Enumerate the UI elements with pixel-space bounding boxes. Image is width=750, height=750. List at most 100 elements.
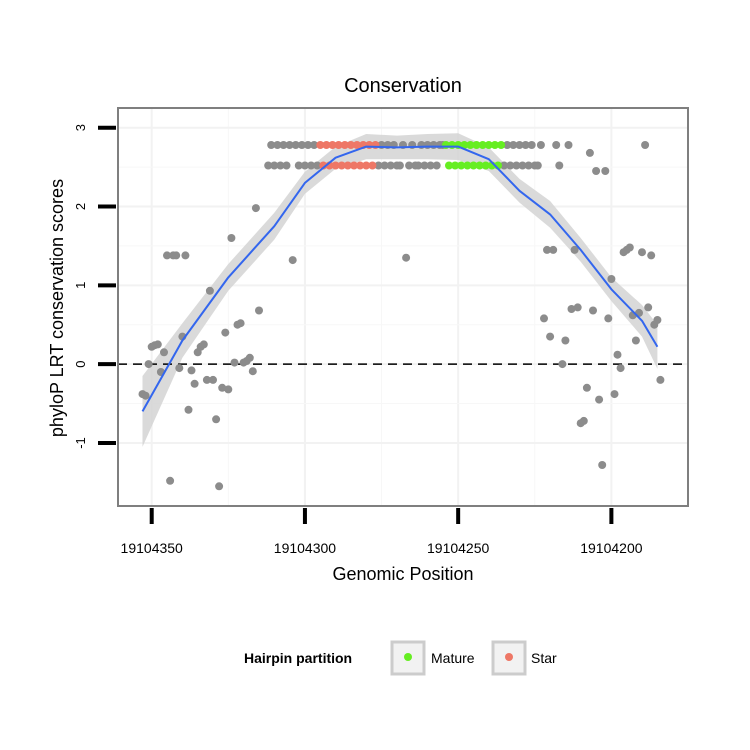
legend: Hairpin partition Mature Star xyxy=(244,640,557,676)
legend-label-star: Star xyxy=(531,650,557,666)
data-point-other xyxy=(282,161,291,170)
data-point-other xyxy=(414,161,423,170)
data-point-other xyxy=(638,248,646,257)
x-tick-label: 19104200 xyxy=(580,540,643,556)
data-point-mature xyxy=(490,141,499,149)
data-point-other xyxy=(582,383,591,392)
data-point-other xyxy=(579,416,588,425)
data-point-other xyxy=(313,161,322,170)
data-point-other xyxy=(163,251,171,260)
data-point-other xyxy=(500,161,509,170)
y-tick-label: -1 xyxy=(73,437,88,449)
data-point-other xyxy=(230,358,239,367)
data-point-other xyxy=(589,306,597,315)
data-point-other xyxy=(245,353,254,362)
data-point-other xyxy=(215,482,224,491)
data-point-other xyxy=(255,306,263,315)
data-point-other xyxy=(218,383,227,392)
data-point-mature xyxy=(451,161,460,170)
data-point-other xyxy=(224,385,233,394)
data-point-other xyxy=(270,161,279,170)
data-point-other xyxy=(570,245,579,254)
data-point-other xyxy=(300,161,309,170)
data-point-other xyxy=(420,161,429,170)
data-point-other xyxy=(294,161,303,170)
data-point-other xyxy=(506,161,515,170)
data-point-other xyxy=(521,141,530,149)
data-point-other xyxy=(518,161,527,170)
data-point-other xyxy=(533,161,542,170)
data-point-other xyxy=(297,141,306,149)
legend-key-star xyxy=(505,653,513,661)
data-point-other xyxy=(153,340,162,349)
data-point-star xyxy=(343,161,352,170)
data-point-other xyxy=(221,328,230,337)
data-point-other xyxy=(552,141,561,149)
data-point-other xyxy=(402,253,411,262)
data-point-other xyxy=(432,161,441,170)
data-point-star xyxy=(340,141,349,149)
data-point-other xyxy=(595,395,604,404)
data-point-star xyxy=(331,161,340,170)
data-point-other xyxy=(187,366,196,375)
data-point-other xyxy=(555,161,564,170)
y-tick-label: 0 xyxy=(73,360,88,367)
data-point-star xyxy=(328,141,337,149)
data-point-other xyxy=(592,167,601,175)
data-point-other xyxy=(625,243,634,252)
y-tick-label: 2 xyxy=(73,203,88,210)
data-point-other xyxy=(166,476,175,485)
data-point-other xyxy=(567,305,576,313)
data-point-other xyxy=(631,336,640,345)
data-point-other xyxy=(209,375,217,384)
legend-title: Hairpin partition xyxy=(244,650,352,666)
data-point-other xyxy=(291,141,300,149)
x-axis-label: Genomic Position xyxy=(332,564,473,584)
data-point-other xyxy=(616,364,625,373)
data-point-other xyxy=(641,141,650,149)
data-point-mature xyxy=(484,141,493,149)
data-point-star xyxy=(350,161,358,170)
data-point-other xyxy=(512,161,521,170)
data-point-other xyxy=(144,360,153,369)
y-axis-label: phyloP LRT conservation scores xyxy=(47,179,67,437)
legend-label-mature: Mature xyxy=(431,650,475,666)
data-point-other xyxy=(644,303,653,312)
data-point-other xyxy=(561,336,570,345)
data-point-other xyxy=(543,245,551,254)
data-point-other xyxy=(251,204,260,213)
x-tick-label: 19104250 xyxy=(427,540,490,556)
data-point-other xyxy=(141,391,150,400)
data-point-other xyxy=(386,161,395,170)
data-point-other xyxy=(546,332,555,341)
data-point-other xyxy=(610,390,619,399)
data-point-other xyxy=(175,364,184,373)
data-point-other xyxy=(199,340,208,349)
data-point-other xyxy=(524,161,533,170)
data-point-other xyxy=(601,167,610,175)
data-point-other xyxy=(202,375,211,384)
data-point-other xyxy=(279,141,288,149)
x-tick-label: 19104350 xyxy=(121,540,184,556)
data-point-other xyxy=(181,251,190,260)
data-point-other xyxy=(604,314,613,323)
data-point-mature xyxy=(445,161,453,170)
data-point-other xyxy=(515,141,524,149)
data-point-other xyxy=(190,379,199,388)
data-point-mature xyxy=(457,161,466,170)
data-point-other xyxy=(405,161,414,170)
data-point-other xyxy=(264,161,273,170)
data-point-other xyxy=(573,303,582,312)
data-point-other xyxy=(558,360,567,369)
data-point-other xyxy=(653,316,662,324)
data-point-other xyxy=(549,245,558,254)
data-point-star xyxy=(316,141,325,149)
data-point-other xyxy=(172,251,181,260)
data-point-star xyxy=(362,161,371,170)
x-tick-label: 19104300 xyxy=(274,540,337,556)
data-point-other xyxy=(307,161,316,170)
data-point-other xyxy=(527,141,536,149)
data-point-other xyxy=(564,141,573,149)
data-point-mature xyxy=(472,141,481,149)
